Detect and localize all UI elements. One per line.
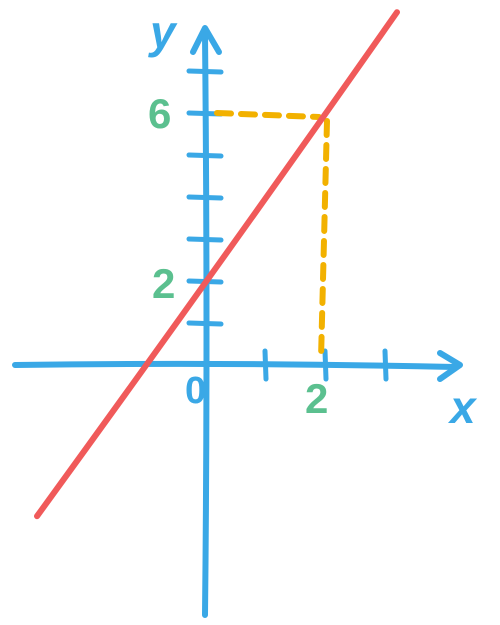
x-axis-label: x: [450, 380, 476, 434]
y-axis-label: y: [150, 5, 176, 59]
plot-svg: [0, 0, 500, 625]
origin-label: 0: [185, 370, 206, 413]
chart-canvas: y x 0 6 2 2: [0, 0, 500, 625]
y-tick-label-2: 2: [152, 260, 175, 308]
y-tick-label-6: 6: [148, 90, 171, 138]
x-tick-label-2: 2: [305, 375, 328, 423]
